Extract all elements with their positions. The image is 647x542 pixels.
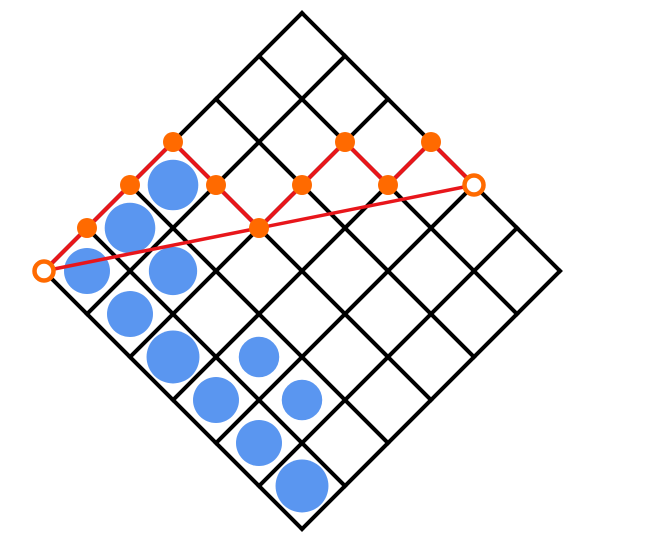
cell-circle-9 (281, 379, 323, 421)
path-node-7 (335, 132, 355, 152)
endpoint-node-0 (32, 259, 56, 283)
cell-circle-7 (148, 246, 198, 296)
grid-line-up-6 (299, 268, 563, 532)
cell-circle-3 (193, 377, 239, 423)
cell-circle-8 (238, 336, 280, 378)
cell-circle-2 (146, 330, 200, 384)
cell-circle-6 (104, 202, 156, 254)
cell-circle-1 (107, 291, 153, 337)
path-vertices (32, 132, 486, 283)
endpoint-node-10 (462, 173, 486, 197)
cell-circle-5 (275, 459, 329, 513)
lattice-grid (41, 10, 563, 532)
path-node-4 (206, 175, 226, 195)
path-node-1 (77, 218, 97, 238)
path-node-9 (421, 132, 441, 152)
path-node-3 (163, 132, 183, 152)
path-node-2 (120, 175, 140, 195)
path-node-6 (292, 175, 312, 195)
filled-cells (64, 159, 329, 513)
cell-circle-4 (236, 420, 282, 466)
path-node-8 (378, 175, 398, 195)
cell-circle-0 (64, 248, 110, 294)
cell-circle-10 (147, 159, 199, 211)
path-node-5 (249, 218, 269, 238)
